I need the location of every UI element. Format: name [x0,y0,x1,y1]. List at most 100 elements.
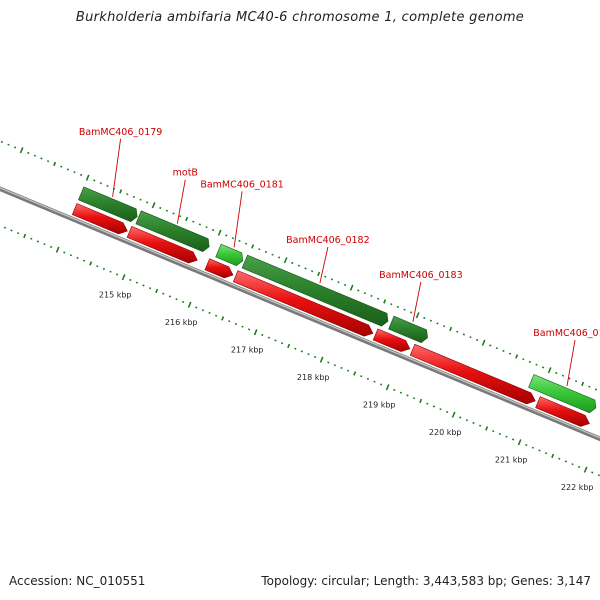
scale-tick-upper [7,143,10,146]
scale-tick-lower [340,366,343,370]
scale-tick-upper [53,161,57,167]
gene-leader-line [566,340,576,387]
scale-label: 219 kbp [363,401,396,410]
scale-tick-upper [217,229,222,236]
scale-tick-upper [151,202,156,209]
red-feature-arrow [71,203,128,235]
scale-tick-upper [489,344,492,347]
scale-tick-upper [93,179,96,182]
scale-tick-lower [472,421,475,425]
scale-tick-upper [231,237,235,240]
scale-tick-lower [597,474,600,477]
scale-tick-upper [383,299,387,304]
scale-tick-upper [73,171,76,174]
scale-tick-lower [485,426,489,431]
gene-label[interactable]: BamMC406_0179 [79,127,162,138]
scale-tick-lower [287,343,291,349]
scale-tick-lower [253,329,258,336]
gene-arrow[interactable] [135,210,210,253]
scale-tick-lower [168,295,172,298]
scale-tick-lower [96,265,99,268]
scale-tick-lower [175,298,178,301]
scale-tick-lower [181,300,185,304]
map-title: Burkholderia ambifaria MC40-6 chromosome… [75,10,525,25]
gene-arrow[interactable] [528,374,597,414]
scale-tick-upper [429,319,433,322]
gene-label[interactable]: motB [173,168,198,179]
gene-leader-line [176,179,186,224]
scale-tick-lower [187,301,192,308]
scale-tick-upper [85,174,90,181]
scale-tick-upper [456,330,459,333]
red-feature-arrow [372,328,411,352]
scale-tick-upper [462,333,466,336]
scale-tick-lower [525,443,528,447]
scale-tick-upper [330,278,334,281]
red-feature-arrow [535,396,590,427]
scale-tick-lower [300,350,304,353]
scale-tick-upper [205,226,208,229]
scale-tick-lower [373,380,376,383]
scale-tick-lower [280,342,284,345]
scale-tick-upper [390,303,393,306]
scale-tick-lower [49,245,53,249]
scale-tick-lower [327,361,330,364]
gene-arrow[interactable] [215,243,244,267]
scale-label: 216 kbp [165,318,198,327]
scale-tick-lower [155,288,159,294]
gene-label[interactable]: BamMC406_0182 [286,235,369,246]
scale-tick-upper [106,184,109,188]
scale-tick-lower [360,375,363,378]
scale-tick-lower [23,233,27,239]
scale-tick-upper [238,239,241,243]
gene-label[interactable]: BamMC406_0184 [533,328,600,339]
scale-tick-lower [319,356,324,363]
scale-tick-upper [139,198,142,201]
scale-tick-lower [478,424,482,427]
scale-tick-upper [192,220,195,223]
scale-tick-upper [145,201,149,204]
scale-tick-upper [304,267,307,270]
scale-tick-upper [568,377,571,380]
scale-tick-upper [79,173,83,177]
backbone-highlight [0,187,600,439]
scale-tick-upper [324,275,327,278]
scale-tick-lower [267,336,271,339]
scale-tick-upper [99,182,103,185]
scale-tick-lower [63,251,66,254]
scale-tick-lower [69,254,73,257]
scale-tick-upper [119,189,123,194]
scale-tick-upper [291,261,294,265]
scale-tick-lower [439,408,442,411]
scale-tick-lower [511,438,515,441]
scale-tick-upper [588,385,591,388]
scale-tick-lower [76,256,79,260]
gene-label[interactable]: BamMC406_0183 [379,270,462,281]
scale-tick-upper [283,257,288,264]
scale-tick-lower [102,267,106,271]
scale-tick-upper [178,215,182,218]
accession-text: Accession: NC_010551 [9,574,146,588]
scale-tick-upper [60,165,63,168]
scale-tick-lower [16,232,20,235]
gene-arrow[interactable] [78,186,138,223]
scale-tick-lower [247,328,251,331]
scale-tick-upper [442,325,446,328]
scale-tick-upper [258,248,261,251]
scale-label: 220 kbp [429,428,462,437]
gene-label[interactable]: BamMC406_0181 [200,179,283,190]
scale-tick-lower [261,333,264,337]
scale-tick-upper [357,289,360,292]
scale-tick-upper [363,292,367,295]
scale-tick-lower [30,237,33,240]
scale-tick-lower [148,287,152,290]
scale-tick-lower [142,284,145,287]
scale-tick-lower [445,410,449,414]
scale-tick-lower [214,314,218,317]
scale-tick-upper [271,253,274,256]
gene-arrow[interactable] [241,254,389,327]
scale-tick-upper [555,371,558,375]
scale-label: 222 kbp [561,483,594,492]
gene-arrow[interactable] [388,315,428,344]
scale-tick-lower [346,369,350,372]
